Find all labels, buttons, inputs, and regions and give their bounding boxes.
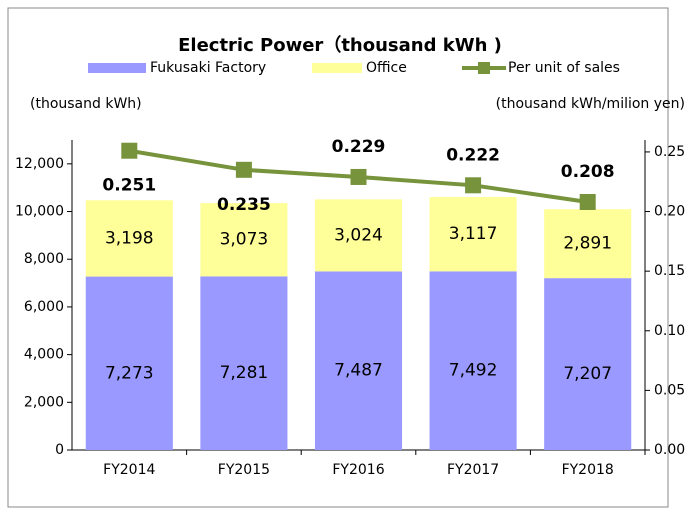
legend-swatch — [312, 63, 362, 73]
y2-tick-label: 0.15 — [654, 263, 685, 279]
line-label: 0.222 — [446, 145, 500, 165]
data-label: 3,198 — [105, 228, 154, 248]
data-label: 7,487 — [334, 361, 383, 381]
y-tick-label: 2,000 — [24, 394, 64, 410]
y-tick-label: 12,000 — [15, 156, 64, 172]
x-tick-label: FY2014 — [103, 462, 155, 478]
legend-label: Office — [366, 60, 407, 76]
bar-segment — [314, 199, 403, 272]
y2-tick-label: 0.25 — [654, 144, 685, 160]
x-tick-label: FY2017 — [447, 462, 499, 478]
bar-segment — [314, 271, 403, 450]
y2-tick-label: 0.20 — [654, 204, 685, 220]
line-label: 0.208 — [561, 162, 615, 182]
data-label: 2,891 — [563, 234, 612, 254]
data-label: 7,281 — [220, 363, 269, 383]
y-tick-label: 4,000 — [24, 347, 64, 363]
bar-segment — [429, 271, 517, 450]
legend-swatch — [88, 63, 146, 73]
y-tick-label: 10,000 — [15, 204, 64, 220]
bar-segment — [429, 197, 517, 272]
bar-segment — [200, 203, 288, 277]
bar-segment — [544, 278, 632, 450]
bar-segment — [85, 276, 173, 450]
legend-marker — [478, 62, 490, 74]
bar-segment — [200, 276, 288, 450]
bar-segment — [544, 209, 632, 279]
data-label: 7,207 — [563, 364, 612, 384]
chart-title: Electric Power（thousand kWh ) — [178, 35, 502, 56]
y-tick-label: 6,000 — [24, 299, 64, 315]
data-label: 3,073 — [220, 230, 269, 250]
line-marker — [465, 177, 482, 194]
data-label: 7,492 — [449, 361, 498, 381]
x-tick-label: FY2016 — [332, 462, 384, 478]
data-label: 3,117 — [449, 224, 498, 244]
line-label: 0.235 — [217, 195, 271, 215]
line-marker — [350, 168, 367, 185]
y-tick-label: 0 — [55, 442, 64, 458]
bar-segment — [85, 200, 173, 277]
line-marker — [579, 194, 596, 210]
legend-label: Per unit of sales — [508, 60, 620, 76]
y2-tick-label: 0.00 — [654, 442, 685, 458]
data-label: 3,024 — [334, 225, 383, 245]
y2-tick-label: 0.10 — [654, 323, 685, 339]
x-tick-label: FY2015 — [218, 462, 270, 478]
y2-tick-label: 0.05 — [654, 382, 685, 398]
y-tick-label: 8,000 — [24, 251, 64, 267]
y-axis-label: (thousand kWh) — [30, 96, 142, 112]
legend-label: Fukusaki Factory — [150, 60, 266, 76]
x-tick-label: FY2018 — [562, 462, 614, 478]
data-label: 7,273 — [105, 363, 154, 383]
line-marker — [235, 161, 252, 178]
line-label: 0.229 — [332, 137, 386, 157]
y2-axis-label: (thousand kWh/milion yen) — [496, 96, 685, 112]
line-label: 0.251 — [102, 176, 156, 196]
line-marker — [121, 142, 138, 159]
